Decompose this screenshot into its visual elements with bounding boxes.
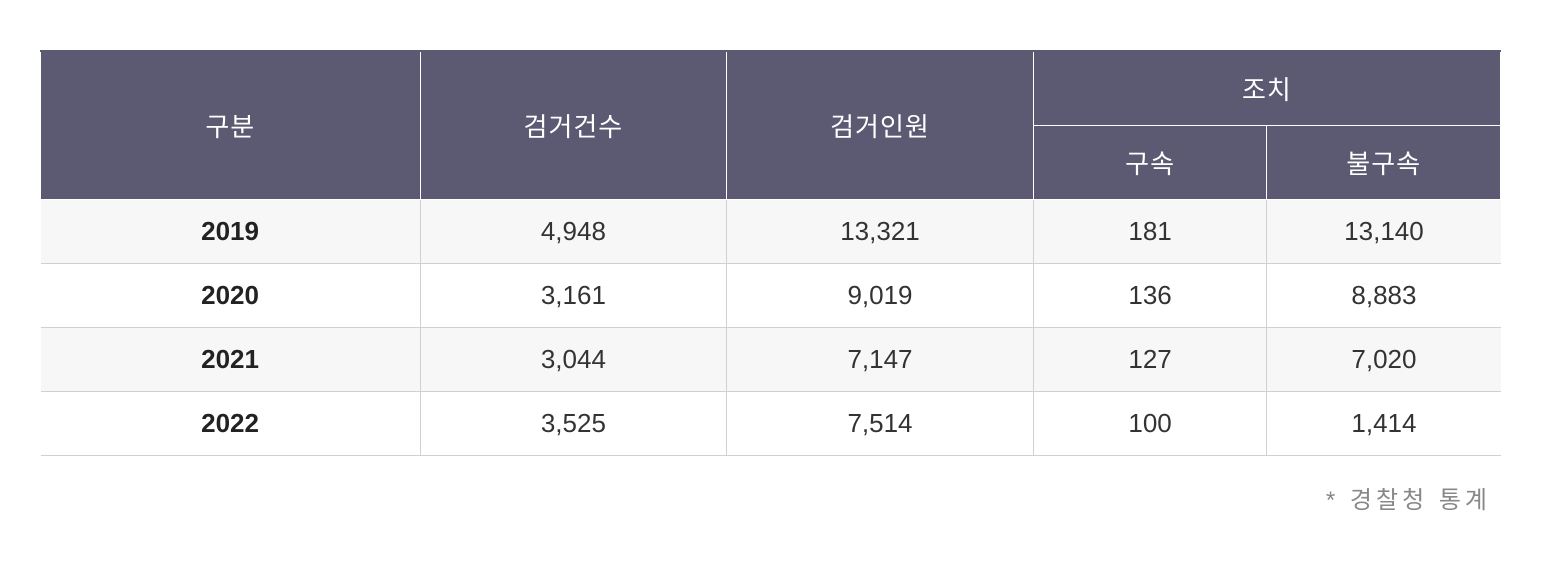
- cell-cases: 3,525: [420, 392, 727, 456]
- cell-year: 2020: [41, 264, 421, 328]
- statistics-table: 구분 검거건수 검거인원 조치 구속 불구속 2019 4,948 13,321…: [40, 50, 1501, 456]
- cell-year: 2019: [41, 200, 421, 264]
- cell-not-arrested: 8,883: [1267, 264, 1501, 328]
- table-row: 2022 3,525 7,514 100 1,414: [41, 392, 1501, 456]
- table-row: 2020 3,161 9,019 136 8,883: [41, 264, 1501, 328]
- cell-arrested: 181: [1033, 200, 1267, 264]
- cell-cases: 4,948: [420, 200, 727, 264]
- cell-year: 2022: [41, 392, 421, 456]
- header-action: 조치: [1033, 51, 1500, 126]
- cell-persons: 7,514: [727, 392, 1034, 456]
- table-row: 2021 3,044 7,147 127 7,020: [41, 328, 1501, 392]
- cell-arrested: 127: [1033, 328, 1267, 392]
- statistics-table-container: 구분 검거건수 검거인원 조치 구속 불구속 2019 4,948 13,321…: [40, 50, 1501, 515]
- header-cases: 검거건수: [420, 51, 727, 200]
- header-category: 구분: [41, 51, 421, 200]
- table-footnote: * 경찰청 통계: [40, 480, 1501, 515]
- cell-arrested: 100: [1033, 392, 1267, 456]
- header-not-arrested: 불구속: [1267, 126, 1501, 200]
- header-arrested: 구속: [1033, 126, 1267, 200]
- cell-persons: 13,321: [727, 200, 1034, 264]
- table-body: 2019 4,948 13,321 181 13,140 2020 3,161 …: [41, 200, 1501, 456]
- header-persons: 검거인원: [727, 51, 1034, 200]
- cell-year: 2021: [41, 328, 421, 392]
- cell-cases: 3,161: [420, 264, 727, 328]
- table-row: 2019 4,948 13,321 181 13,140: [41, 200, 1501, 264]
- cell-arrested: 136: [1033, 264, 1267, 328]
- cell-cases: 3,044: [420, 328, 727, 392]
- table-header: 구분 검거건수 검거인원 조치 구속 불구속: [41, 51, 1501, 200]
- cell-persons: 7,147: [727, 328, 1034, 392]
- cell-not-arrested: 7,020: [1267, 328, 1501, 392]
- cell-persons: 9,019: [727, 264, 1034, 328]
- cell-not-arrested: 13,140: [1267, 200, 1501, 264]
- cell-not-arrested: 1,414: [1267, 392, 1501, 456]
